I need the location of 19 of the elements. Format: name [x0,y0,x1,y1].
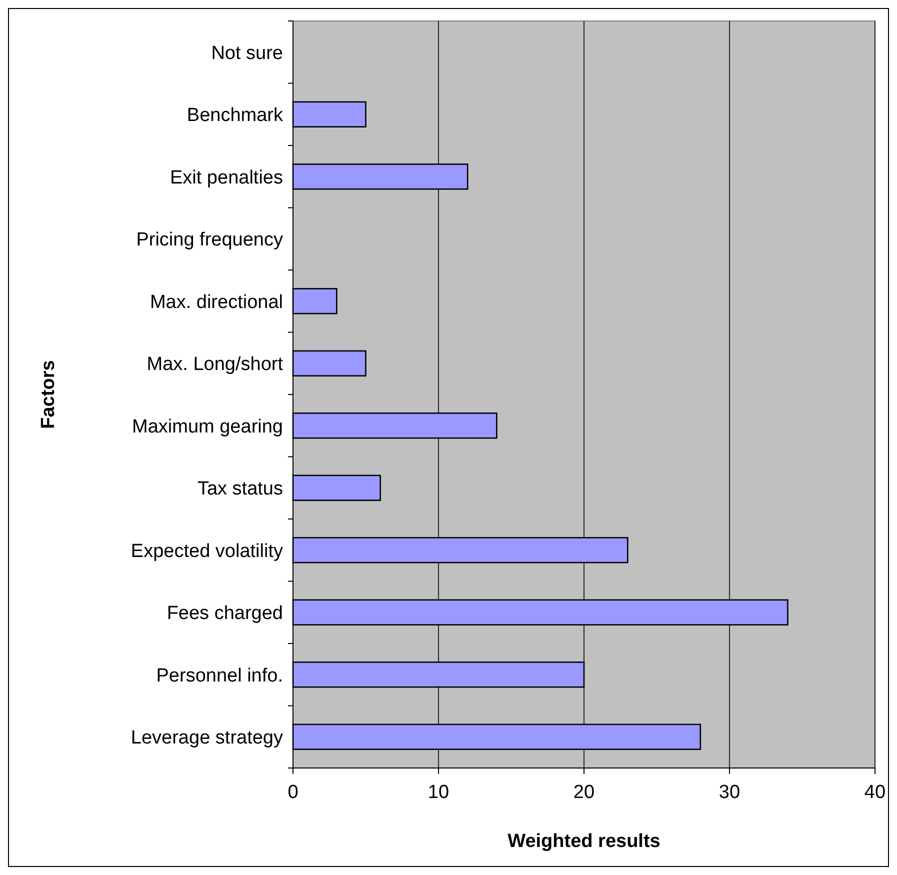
y-tick-label: Personnel info. [156,665,283,686]
y-tick-label: Not sure [211,42,283,64]
y-tick-label: Leverage strategy [130,728,284,749]
y-tick-label: Maximum gearing [132,416,283,438]
x-tick-label: 20 [573,782,595,803]
y-tick-label: Benchmark [186,105,284,126]
y-tick-label: Fees charged [166,603,283,624]
y-axis-title: Factors [38,360,59,429]
y-tick-label: Exit penalties [170,167,283,188]
y-tick-label: Tax status [197,478,283,500]
x-tick-label: 40 [864,782,886,803]
y-tick-label: Expected volatility [130,540,284,562]
x-axis-title: Weighted results [508,831,660,852]
y-tick-label: Max. directional [150,292,283,313]
x-tick-label: 10 [428,782,450,803]
x-tick-label: 0 [288,782,298,803]
y-tick-label: Pricing frequency [136,230,284,251]
y-tick-label: Max. Long/short [146,354,284,376]
x-tick-label: 30 [718,782,740,803]
